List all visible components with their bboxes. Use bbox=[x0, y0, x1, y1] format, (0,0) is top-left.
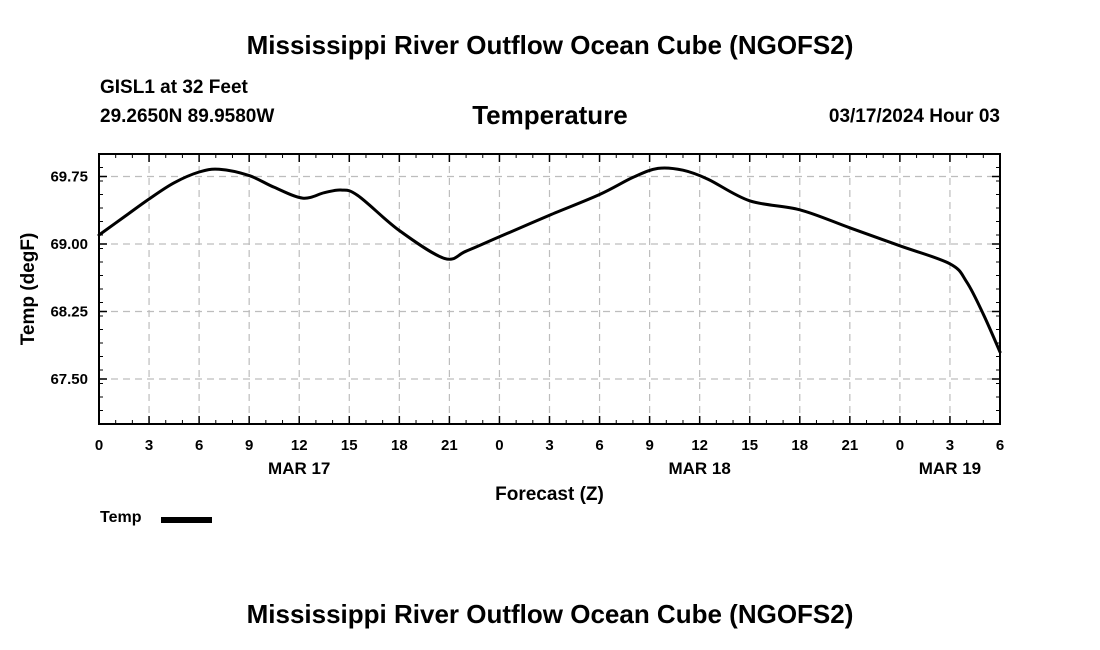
x-tick-label: 3 bbox=[145, 437, 153, 454]
station-coordinates: 29.2650N 89.9580W bbox=[100, 106, 275, 127]
series-line-temp bbox=[97, 166, 1002, 354]
x-tick-label: 6 bbox=[996, 437, 1004, 454]
x-tick-label: 0 bbox=[95, 437, 103, 454]
x-tick-label: 15 bbox=[341, 437, 358, 454]
x-tick-label: 6 bbox=[595, 437, 603, 454]
y-tick-label: 69.00 bbox=[50, 236, 88, 253]
x-axis-date-labels: MAR 17 MAR 18 MAR 19 bbox=[268, 459, 981, 478]
x-tick-label: 18 bbox=[391, 437, 408, 454]
temperature-chart: 0 3 6 9 12 15 18 21 0 3 6 9 12 15 18 21 0 3 6 67.50 68.25 69… bbox=[18, 153, 1004, 505]
x-date-label: MAR 17 bbox=[268, 459, 330, 478]
page-title: Mississippi River Outflow Ocean Cube (NG… bbox=[246, 30, 854, 60]
y-tick-label: 67.50 bbox=[50, 371, 88, 388]
y-tick-label: 69.75 bbox=[50, 169, 88, 186]
y-axis-label: Temp (degF) bbox=[18, 233, 39, 346]
legend-label-temp: Temp bbox=[100, 509, 142, 526]
legend-swatch-temp bbox=[161, 517, 212, 523]
x-tick-label: 6 bbox=[195, 437, 203, 454]
x-date-label: MAR 18 bbox=[668, 459, 730, 478]
forecast-date: 03/17/2024 Hour 03 bbox=[828, 106, 1000, 127]
x-axis-label: Forecast (Z) bbox=[495, 484, 604, 505]
x-tick-label: 12 bbox=[691, 437, 708, 454]
chart-title: Temperature bbox=[472, 100, 628, 130]
x-tick-label: 0 bbox=[896, 437, 904, 454]
x-tick-label: 0 bbox=[495, 437, 503, 454]
plot-frame bbox=[98, 153, 1001, 425]
x-tick-label: 12 bbox=[291, 437, 308, 454]
x-date-label: MAR 19 bbox=[919, 459, 981, 478]
grid bbox=[99, 154, 1000, 424]
x-tick-label: 3 bbox=[946, 437, 954, 454]
y-axis-ticks: 67.50 68.25 69.00 69.75 bbox=[50, 169, 1000, 388]
x-tick-label: 9 bbox=[645, 437, 653, 454]
x-tick-label: 9 bbox=[245, 437, 253, 454]
station-name: GISL1 at 32 Feet bbox=[100, 77, 248, 98]
x-tick-label: 21 bbox=[441, 437, 458, 454]
x-axis-ticks: 0 3 6 9 12 15 18 21 0 3 6 9 12 15 18 21 0 3 6 bbox=[95, 154, 1004, 454]
x-tick-label: 21 bbox=[841, 437, 858, 454]
x-tick-label: 3 bbox=[545, 437, 553, 454]
y-tick-label: 68.25 bbox=[50, 304, 88, 321]
x-tick-label: 18 bbox=[791, 437, 808, 454]
footer-title: Mississippi River Outflow Ocean Cube (NG… bbox=[246, 599, 854, 629]
x-tick-label: 15 bbox=[741, 437, 758, 454]
